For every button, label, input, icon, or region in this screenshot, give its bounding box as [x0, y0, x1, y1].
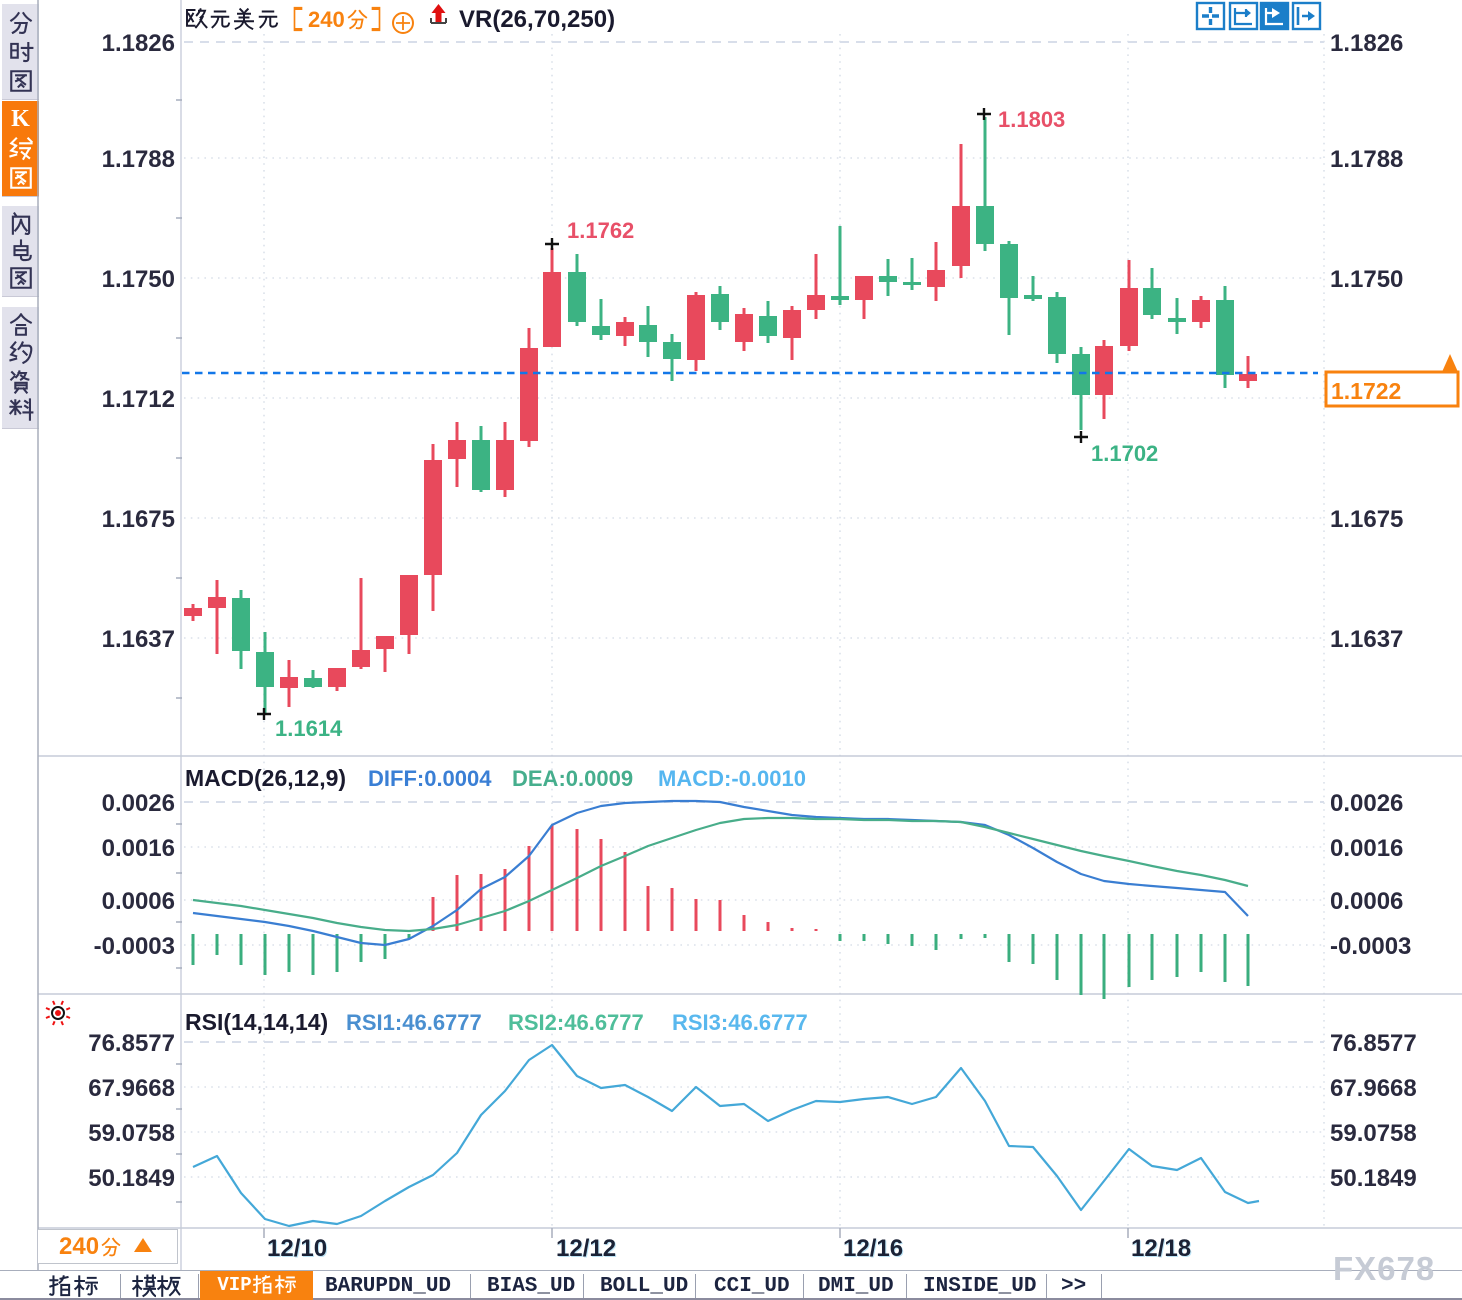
svg-text:-0.0003: -0.0003: [1330, 933, 1411, 960]
svg-text:1.1614: 1.1614: [275, 716, 343, 741]
svg-text:1.1637: 1.1637: [102, 626, 175, 653]
svg-text:1.1637: 1.1637: [1330, 626, 1403, 653]
svg-text:1.1712: 1.1712: [102, 386, 175, 413]
svg-text:50.1849: 50.1849: [1330, 1165, 1417, 1192]
svg-text:RSI(14,14,14): RSI(14,14,14): [185, 1009, 328, 1035]
svg-text:MACD:-0.0010: MACD:-0.0010: [658, 766, 806, 791]
svg-text:0.0026: 0.0026: [102, 790, 175, 817]
svg-text:0.0026: 0.0026: [1330, 790, 1403, 817]
svg-text:12/16: 12/16: [843, 1235, 903, 1262]
svg-text:RSI1:46.6777: RSI1:46.6777: [346, 1010, 482, 1035]
svg-text:RSI3:46.6777: RSI3:46.6777: [672, 1010, 808, 1035]
svg-text:12/12: 12/12: [556, 1235, 616, 1262]
svg-text:0.0006: 0.0006: [1330, 888, 1403, 915]
svg-text:0.0016: 0.0016: [1330, 835, 1403, 862]
svg-text:-0.0003: -0.0003: [94, 933, 175, 960]
svg-text:1.1788: 1.1788: [102, 146, 175, 173]
svg-text:1.1762: 1.1762: [567, 218, 634, 243]
svg-text:12/18: 12/18: [1131, 1235, 1191, 1262]
svg-text:12/10: 12/10: [267, 1235, 327, 1262]
svg-text:76.8577: 76.8577: [88, 1030, 175, 1057]
svg-text:1.1750: 1.1750: [102, 266, 175, 293]
svg-text:1.1675: 1.1675: [1330, 506, 1403, 533]
svg-text:59.0758: 59.0758: [88, 1120, 175, 1147]
svg-text:RSI2:46.6777: RSI2:46.6777: [508, 1010, 644, 1035]
svg-text:67.9668: 67.9668: [88, 1075, 175, 1102]
svg-text:DEA:0.0009: DEA:0.0009: [512, 766, 633, 791]
svg-text:67.9668: 67.9668: [1330, 1075, 1417, 1102]
svg-text:0.0006: 0.0006: [102, 888, 175, 915]
svg-text:50.1849: 50.1849: [88, 1165, 175, 1192]
svg-text:0.0016: 0.0016: [102, 835, 175, 862]
svg-text:1.1722: 1.1722: [1331, 378, 1401, 404]
svg-text:1.1803: 1.1803: [998, 107, 1065, 132]
svg-text:MACD(26,12,9): MACD(26,12,9): [185, 765, 346, 791]
svg-text:59.0758: 59.0758: [1330, 1120, 1417, 1147]
svg-text:1.1826: 1.1826: [1330, 30, 1403, 57]
svg-text:1.1750: 1.1750: [1330, 266, 1403, 293]
svg-text:1.1788: 1.1788: [1330, 146, 1403, 173]
svg-text:DIFF:0.0004: DIFF:0.0004: [368, 766, 492, 791]
svg-text:1.1702: 1.1702: [1091, 441, 1158, 466]
svg-text:76.8577: 76.8577: [1330, 1030, 1417, 1057]
svg-text:1.1675: 1.1675: [102, 506, 175, 533]
svg-text:1.1826: 1.1826: [102, 30, 175, 57]
